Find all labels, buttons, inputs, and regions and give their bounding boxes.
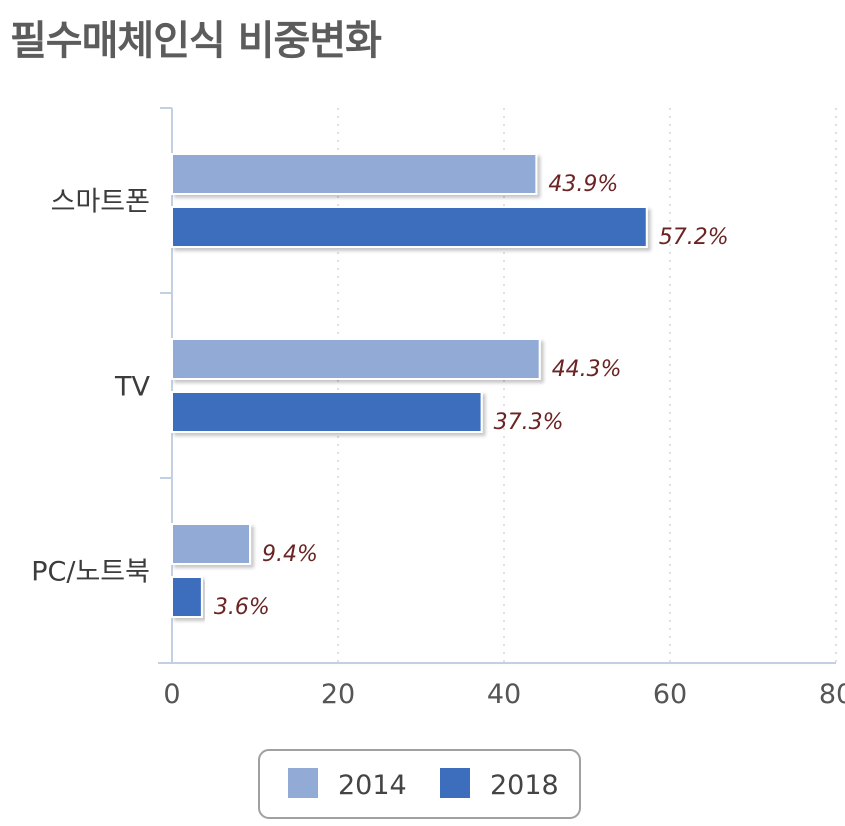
bars (171, 153, 648, 618)
data-label: 43.9% (548, 172, 618, 197)
x-tick-label: 80 (819, 679, 845, 710)
data-label: 57.2% (659, 225, 729, 250)
data-label: 3.6% (214, 595, 270, 620)
axes (158, 107, 836, 664)
legend[interactable]: 2014 2018 (258, 749, 581, 819)
bar-2014[interactable] (171, 153, 538, 195)
category-label: 스마트폰 (51, 187, 150, 218)
x-tick-label: 0 (163, 679, 180, 710)
data-label: 9.4% (262, 542, 318, 567)
bar-2018[interactable] (171, 576, 203, 618)
chart-title: 필수매체인식 비중변화 (10, 18, 382, 64)
data-label: 44.3% (552, 357, 622, 382)
bar-2018[interactable] (171, 206, 648, 248)
category-label: TV (114, 372, 150, 403)
x-tick-label: 20 (321, 679, 355, 710)
x-tick-label: 40 (487, 679, 521, 710)
legend-swatch-2018[interactable] (440, 768, 470, 798)
bar-2014[interactable] (171, 338, 541, 380)
data-label: 37.3% (494, 410, 564, 435)
category-label: PC/노트북 (31, 557, 150, 588)
legend-label-2014[interactable]: 2014 (338, 770, 407, 801)
legend-swatch-2014[interactable] (288, 768, 318, 798)
x-tick-label: 60 (653, 679, 687, 710)
bar-2014[interactable] (171, 523, 252, 565)
bar-2018[interactable] (171, 391, 483, 433)
legend-box (258, 749, 581, 819)
labels: 0 20 40 60 80 스마트폰 43.9% 57.2% TV 44.3% 37.3% PC/노트… (31, 172, 845, 710)
legend-label-2018[interactable]: 2018 (490, 770, 559, 801)
